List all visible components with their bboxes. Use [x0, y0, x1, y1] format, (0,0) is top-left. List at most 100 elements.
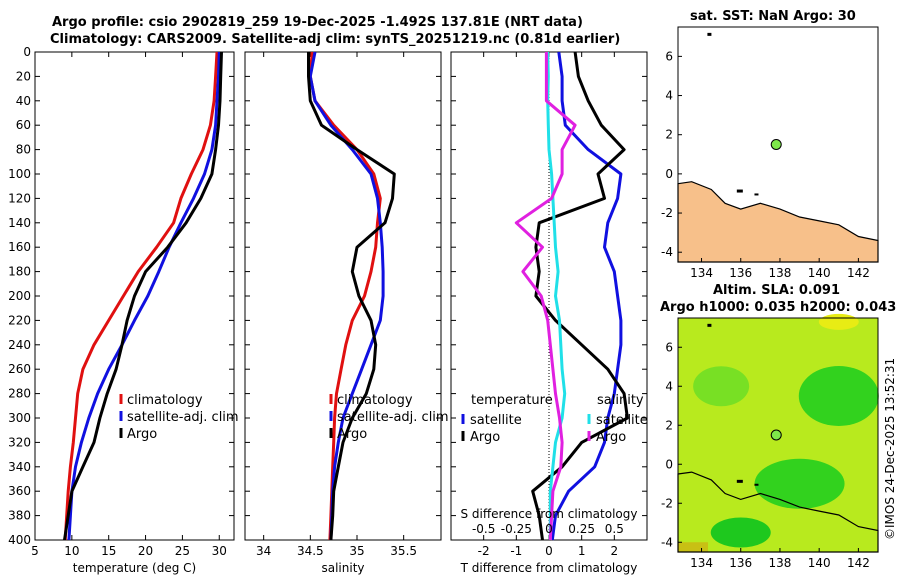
map-y-tick-label: -4 — [661, 245, 673, 259]
map-y-tick-label: 0 — [665, 167, 673, 181]
map-x-tick-label: 140 — [808, 266, 831, 280]
island — [754, 193, 759, 196]
map-x-tick-label: 140 — [808, 556, 831, 570]
x-tick-label-0: 10 — [64, 544, 79, 558]
x-tick-label-2: 2 — [611, 544, 619, 558]
series-line-climatology — [308, 51, 382, 541]
sla-blob — [818, 313, 859, 330]
map-y-tick-label: 4 — [665, 379, 673, 393]
y-tick-label: 360 — [8, 484, 31, 498]
argo-position-marker — [770, 429, 782, 441]
map-y-tick-label: -2 — [661, 206, 673, 220]
figure-title-line2: Climatology: CARS2009. Satellite-adj cli… — [50, 32, 621, 47]
sla-blob — [754, 458, 845, 509]
argo-position-marker — [770, 139, 782, 150]
x2-tick-label: -0.5 — [472, 522, 495, 536]
map-x-tick-label: 134 — [690, 556, 713, 570]
map-y-tick-label: 2 — [665, 418, 673, 432]
x2-tick-label: 0.25 — [568, 522, 595, 536]
y-tick-label: 160 — [8, 240, 31, 254]
x2-tick-label: -0.25 — [501, 522, 532, 536]
map-y-tick-label: 0 — [665, 457, 673, 471]
y-tick-label: 0 — [23, 45, 31, 59]
y-tick-label: 220 — [8, 313, 31, 327]
map-y-tick-label: 6 — [665, 340, 673, 354]
legend-label-1: Argo — [337, 427, 367, 442]
y-tick-label: 140 — [8, 216, 31, 230]
map-x-tick-label: 142 — [847, 266, 870, 280]
x-tick-label-0: 5 — [31, 544, 39, 558]
y-tick-label: 300 — [8, 411, 31, 425]
x-axis-label-0: temperature (deg C) — [73, 561, 196, 575]
x-tick-label-0: 20 — [138, 544, 153, 558]
series-line-s-argo — [514, 52, 577, 541]
series-line-t-argo — [531, 51, 629, 541]
y-tick-label: 60 — [16, 118, 31, 132]
x-tick-label-1: 35.5 — [390, 544, 417, 558]
sla-blob — [798, 366, 879, 426]
map-y-tick-label: 6 — [665, 49, 673, 63]
x-tick-label-0: 30 — [212, 544, 227, 558]
legend-label-1: climatology — [337, 393, 413, 408]
y-tick-label: 120 — [8, 191, 31, 205]
y-tick-label: 280 — [8, 387, 31, 401]
plot-frame-1 — [244, 51, 442, 541]
y-tick-label: 320 — [8, 435, 31, 449]
sla-blob — [710, 517, 771, 548]
map-x-tick-label: 138 — [769, 556, 792, 570]
x2-tick-label: 0.5 — [605, 522, 624, 536]
legend-label-1: satellite-adj. clim — [337, 410, 449, 425]
island — [736, 189, 743, 193]
map-y-tick-label: -2 — [661, 496, 673, 510]
legend-label-diff: Argo — [596, 430, 626, 445]
x-tick-label-2: -2 — [478, 544, 490, 558]
series-line-s-satellite — [546, 51, 567, 540]
y-tick-label: 40 — [16, 94, 31, 108]
legend-title-temperature: temperature — [471, 393, 553, 408]
x-tick-label-2: 0 — [545, 544, 553, 558]
figure-title-line1: Argo profile: csio 2902819_259 19-Dec-20… — [52, 15, 583, 30]
y-tick-label: 260 — [8, 362, 31, 376]
series-line-satellite-adj--clim — [67, 51, 221, 541]
legend-label-0: climatology — [127, 393, 203, 408]
y-tick-label: 340 — [8, 460, 31, 474]
island — [754, 483, 759, 486]
island — [707, 323, 712, 327]
x-axis-label-1: salinity — [321, 561, 364, 575]
island — [736, 479, 743, 483]
series-line-t-satellite — [550, 51, 623, 541]
series-line-satellite-adj--clim — [308, 51, 385, 541]
x-axis-label-2: T difference from climatology — [460, 561, 638, 575]
map-y-tick-label: 2 — [665, 128, 673, 142]
map-frame — [677, 26, 879, 263]
legend-label-diff: satellite — [470, 413, 522, 428]
legend-label-diff: satellite — [596, 413, 648, 428]
map-x-tick-label: 136 — [729, 266, 752, 280]
x-tick-label-1: 34 — [256, 544, 271, 558]
map-sla-title: Altim. SLA: 0.091 — [713, 283, 840, 298]
x-tick-label-1: 35 — [349, 544, 364, 558]
map-x-tick-label: 142 — [847, 556, 870, 570]
legend-label-0: Argo — [127, 427, 157, 442]
map-x-tick-label: 134 — [690, 266, 713, 280]
map-sst-title: sat. SST: NaN Argo: 30 — [690, 9, 856, 24]
y-tick-label: 380 — [8, 509, 31, 523]
y-tick-label: 400 — [8, 533, 31, 547]
x-tick-label-2: -1 — [510, 544, 522, 558]
island — [707, 32, 712, 36]
map-y-tick-label: -4 — [661, 535, 673, 549]
y-tick-label: 200 — [8, 289, 31, 303]
sla-blob — [678, 542, 708, 552]
map-x-tick-label: 136 — [729, 556, 752, 570]
map-y-tick-label: 4 — [665, 89, 673, 103]
series-line-argo — [63, 51, 223, 541]
series-line-climatology — [63, 51, 219, 541]
sla-blob — [693, 366, 750, 407]
x-tick-label-2: 1 — [578, 544, 586, 558]
map-sla-title-2: Argo h1000: 0.035 h2000: 0.043 — [660, 300, 897, 315]
y-tick-label: 100 — [8, 167, 31, 181]
legend-label-diff: Argo — [470, 430, 500, 445]
x-tick-label-0: 15 — [101, 544, 116, 558]
series-line-argo — [307, 52, 396, 541]
